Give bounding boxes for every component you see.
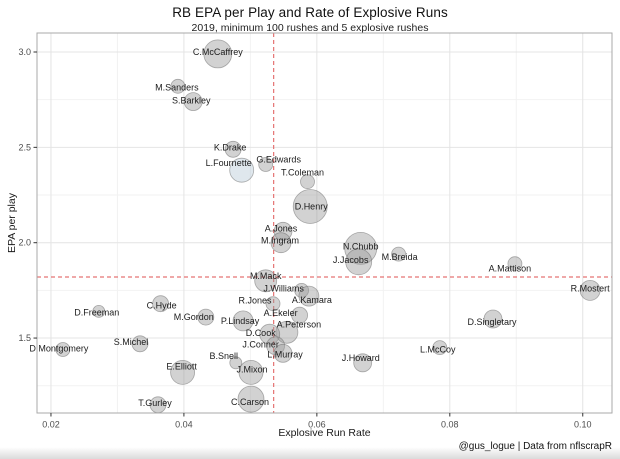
data-point: [483, 309, 503, 329]
x-tick-label: 0.02: [42, 419, 60, 429]
y-tick-label: 3.0: [18, 47, 31, 57]
point-label: T.Gurley: [138, 398, 172, 408]
data-point: [131, 335, 149, 353]
x-tick-label: 0.04: [175, 419, 193, 429]
point-label: D.Cook: [246, 328, 277, 338]
point-label: J.Mixon: [236, 364, 267, 374]
chart-caption: @gus_logue | Data from nflscrapR: [458, 441, 612, 452]
point-label: M.Ingram: [261, 236, 299, 246]
x-tick-label: 0.06: [308, 419, 326, 429]
y-tick-label: 1.5: [18, 333, 31, 343]
panel-border: [36, 32, 613, 414]
chart-title: RB EPA per Play and Rate of Explosive Ru…: [172, 5, 448, 20]
data-point: [291, 306, 309, 324]
point-label: A.Kamara: [292, 295, 332, 305]
data-point: [170, 78, 186, 94]
point-label: D.Freeman: [74, 307, 119, 317]
data-point: [203, 39, 233, 69]
data-point: [292, 189, 328, 224]
point-label: L.McCoy: [420, 345, 456, 355]
point-label: S.Michel: [114, 337, 149, 347]
point-label: G.Edwards: [256, 155, 301, 165]
data-point: [237, 385, 265, 413]
point-label: M.Gordon: [174, 312, 214, 322]
point-label: C.Carson: [231, 397, 269, 407]
data-point: [55, 342, 71, 357]
data-point: [275, 320, 299, 344]
data-point: [345, 248, 373, 276]
point-label: B.Snell: [210, 351, 239, 361]
data-point: [152, 295, 170, 313]
data-point: [229, 157, 255, 183]
point-label: L.Fournette: [206, 158, 252, 168]
point-label: J.Jacobs: [333, 255, 369, 265]
chart-subtitle: 2019, minimum 100 rushes and 5 explosive…: [191, 22, 429, 34]
data-point: [258, 157, 274, 172]
point-label: J.Williams: [263, 283, 304, 293]
data-point: [507, 256, 523, 272]
point-label: C.McCaffrey: [193, 47, 243, 57]
point-label: J.Howard: [342, 353, 380, 363]
point-label: A.Jones: [265, 223, 298, 233]
point-label: R.Jones: [238, 296, 272, 306]
data-point: [353, 353, 373, 373]
data-point: [391, 246, 407, 262]
point-label: M.Mack: [250, 271, 282, 281]
data-point: [344, 231, 378, 265]
point-label: D.Henry: [295, 202, 329, 212]
y-tick-label: 2.5: [18, 142, 31, 152]
data-point: [298, 285, 320, 307]
point-label: T.Coleman: [281, 168, 324, 178]
point-label: S.Barkley: [172, 96, 211, 106]
point-label: M.Breida: [382, 252, 418, 262]
data-point: [224, 140, 242, 158]
x-tick-label: 0.10: [574, 419, 592, 429]
point-label: A.Ekeler: [264, 308, 298, 318]
point-label: R.Mostert: [571, 283, 611, 293]
data-point: [300, 174, 315, 190]
point-label: D.Montgomery: [29, 344, 89, 354]
point-label: N.Chubb: [343, 241, 379, 251]
data-point: [232, 310, 254, 332]
data-point: [270, 232, 292, 254]
point-label: A.Mattison: [489, 264, 532, 274]
data-point: [197, 308, 215, 326]
data-point: [170, 359, 196, 385]
point-label: K.Drake: [214, 142, 247, 152]
data-point: [229, 356, 243, 370]
x-tick-label: 0.08: [441, 419, 459, 429]
point-label: L.Murray: [267, 349, 303, 359]
point-label: J.Conner: [242, 340, 279, 350]
data-point: [265, 296, 281, 312]
data-point: [238, 359, 264, 385]
data-point: [579, 279, 601, 301]
point-label: M.Sanders: [155, 82, 199, 92]
y-tick-label: 2.0: [18, 238, 31, 248]
x-axis-title: Explosive Run Rate: [278, 427, 371, 439]
data-point: [183, 92, 203, 111]
data-point: [92, 304, 106, 318]
data-point: [273, 221, 293, 241]
point-label: A.Peterson: [277, 319, 322, 329]
point-label: E.Elliott: [166, 361, 197, 371]
data-point: [254, 269, 278, 293]
data-point: [266, 336, 286, 356]
point-label: P.Lindsay: [221, 316, 260, 326]
data-point: [432, 340, 448, 356]
point-label: D.Singletary: [467, 317, 517, 327]
point-label: C.Hyde: [147, 301, 177, 311]
data-point: [273, 343, 293, 363]
data-point: [259, 323, 281, 345]
